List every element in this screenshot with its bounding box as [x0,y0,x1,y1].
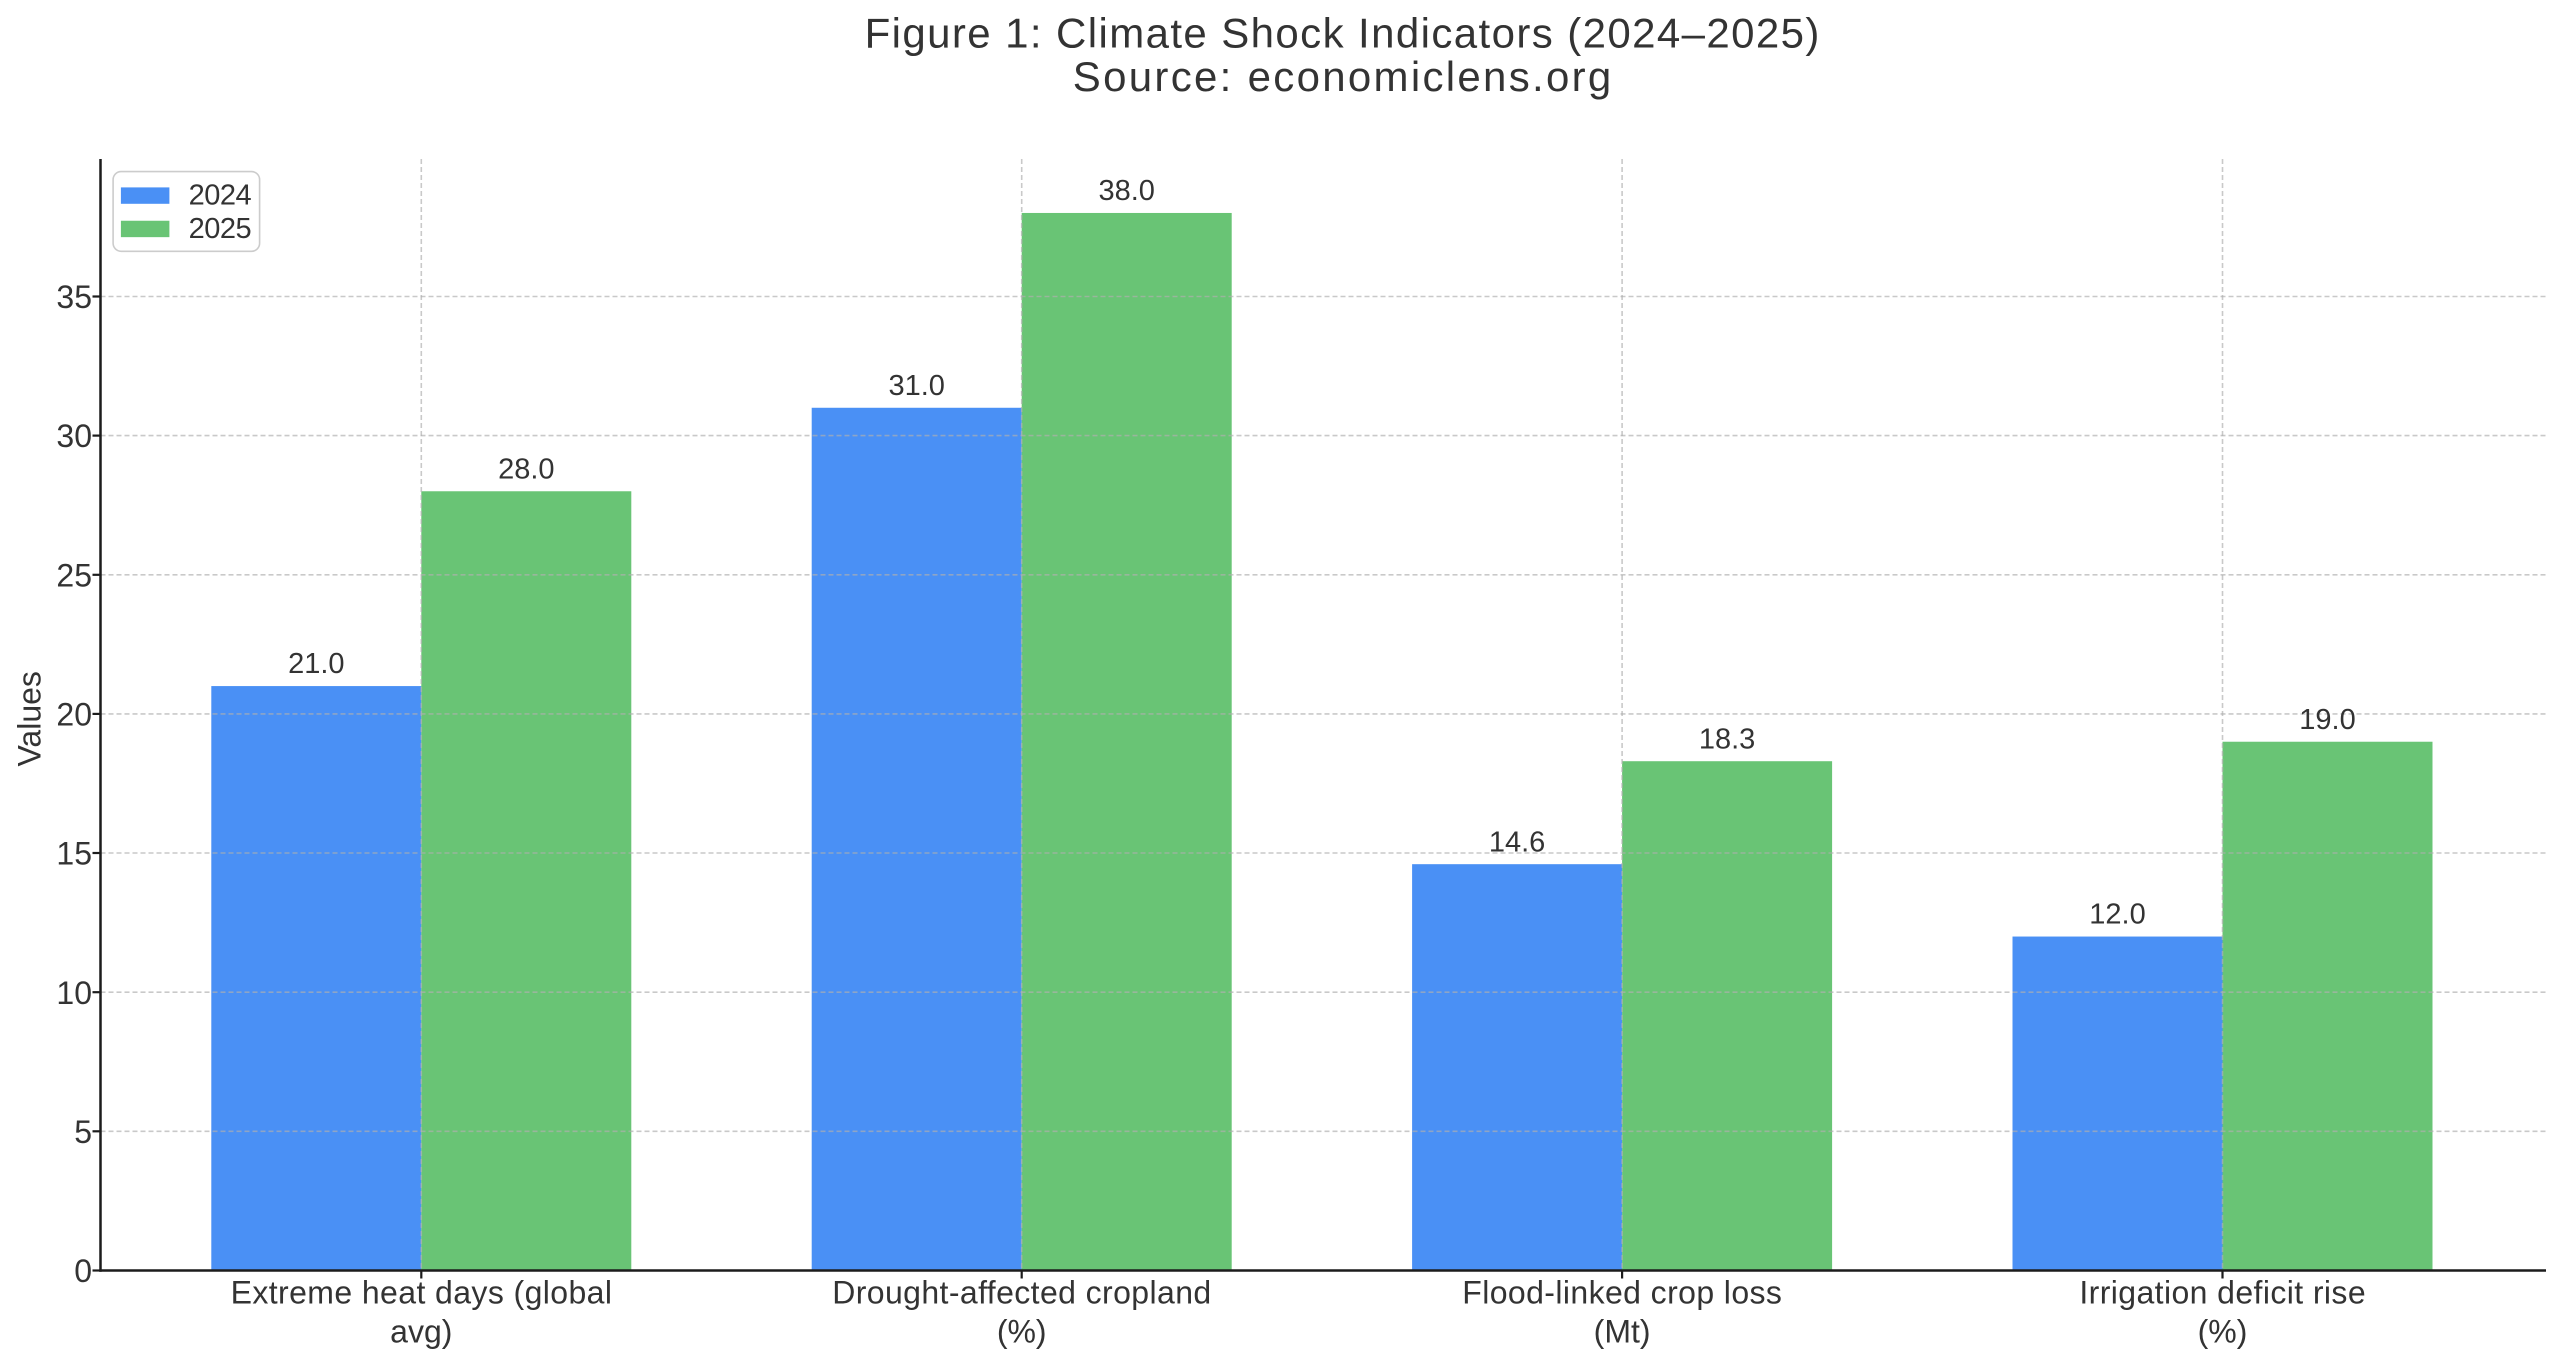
svg-text:20: 20 [56,697,92,733]
svg-text:12.0: 12.0 [2089,899,2145,931]
svg-text:Figure 1: Climate Shock Indica: Figure 1: Climate Shock Indicators (2024… [865,10,1821,57]
svg-text:18.3: 18.3 [1699,723,1755,755]
svg-text:30: 30 [56,418,92,454]
svg-text:28.0: 28.0 [498,453,554,485]
svg-text:Values: Values [12,671,48,766]
svg-text:14.6: 14.6 [1489,826,1545,858]
svg-text:5: 5 [74,1114,92,1150]
svg-text:38.0: 38.0 [1098,175,1154,207]
svg-text:35: 35 [56,279,92,315]
svg-text:Irrigation deficit rise: Irrigation deficit rise [2079,1275,2366,1311]
svg-text:10: 10 [56,975,92,1011]
svg-text:15: 15 [56,836,92,872]
svg-text:(%): (%) [2198,1314,2248,1350]
svg-text:(Mt): (Mt) [1594,1314,1651,1350]
svg-text:Extreme heat days (global: Extreme heat days (global [231,1275,613,1311]
svg-text:25: 25 [56,557,92,593]
svg-text:avg): avg) [390,1314,452,1350]
svg-text:(%): (%) [997,1314,1047,1350]
svg-text:19.0: 19.0 [2299,704,2355,736]
svg-text:Flood-linked crop loss: Flood-linked crop loss [1462,1275,1782,1311]
svg-text:2025: 2025 [189,213,252,245]
svg-text:Source: economiclens.org: Source: economiclens.org [1073,53,1614,100]
svg-text:31.0: 31.0 [888,370,944,402]
svg-text:0: 0 [74,1253,92,1289]
svg-text:2024: 2024 [189,180,252,212]
svg-text:Drought-affected cropland: Drought-affected cropland [832,1275,1211,1311]
svg-text:21.0: 21.0 [288,648,344,680]
